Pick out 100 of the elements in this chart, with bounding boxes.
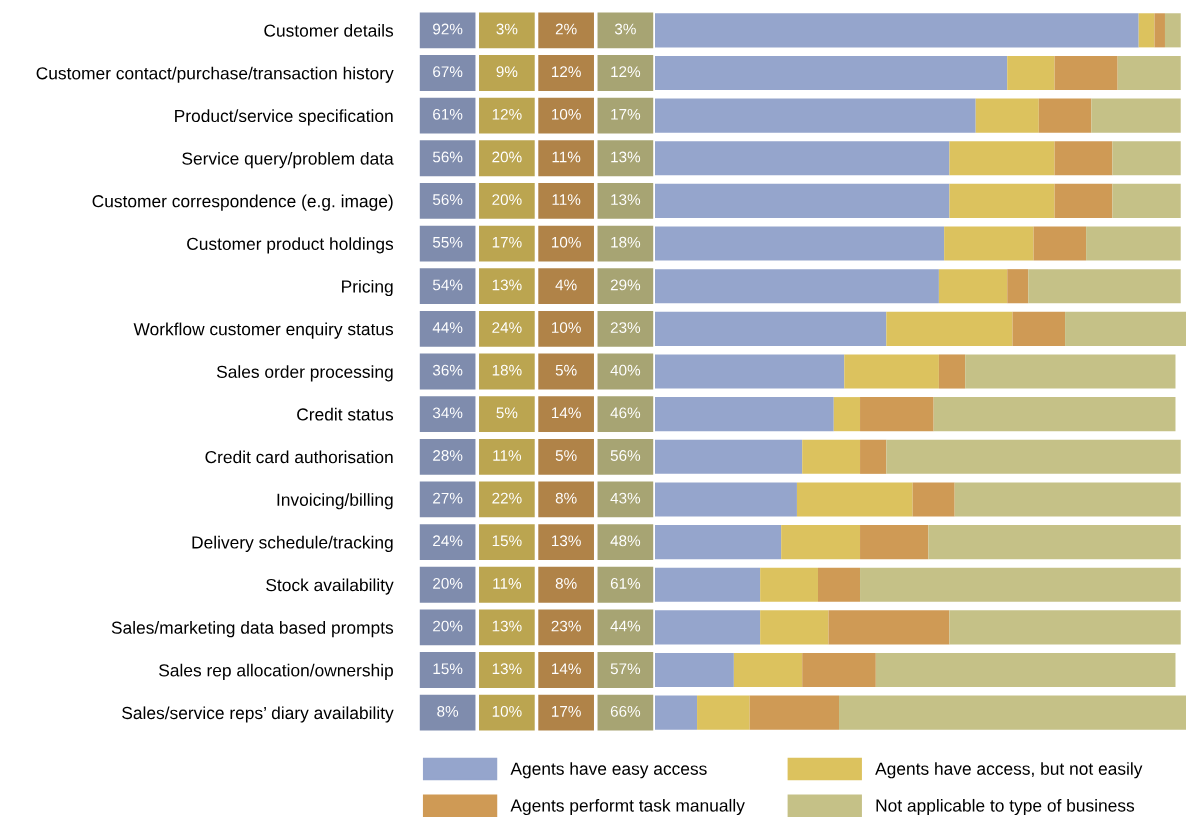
bar [1054, 55, 1118, 91]
bar [1038, 98, 1092, 133]
data-label: 92% [433, 23, 463, 35]
bar [817, 567, 861, 602]
data-label: 11% [493, 578, 522, 589]
data-label: 11% [493, 450, 522, 461]
data-label: 20% [492, 194, 522, 206]
bar [912, 482, 955, 517]
y-tick-label: Sales/service reps’ diary availability [122, 706, 394, 723]
bar [886, 311, 1013, 346]
data-label: 40% [610, 364, 641, 376]
bar [944, 226, 1034, 261]
legend-label: Agents performt task manually [510, 798, 745, 816]
data-label: 5% [555, 450, 577, 461]
data-label: 2% [555, 23, 577, 35]
data-label: 8% [437, 705, 459, 717]
data-label: 61% [433, 108, 463, 120]
data-label: 17% [552, 706, 581, 717]
y-tick-label: Workflow customer enquiry status [133, 322, 394, 339]
data-label: 17% [492, 236, 522, 248]
data-label: 13% [552, 535, 581, 547]
bar [975, 98, 1039, 133]
data-label: 28% [433, 450, 463, 461]
data-label: 44% [432, 322, 463, 333]
bar [875, 652, 1176, 688]
data-label: 14% [552, 663, 581, 675]
bar [1164, 13, 1181, 48]
y-tick-label: Customer details [264, 24, 394, 37]
bar [760, 567, 818, 602]
data-label: 43% [610, 492, 641, 504]
data-label: 17% [611, 108, 641, 120]
bar [1028, 269, 1181, 304]
y-tick-label: Credit card authorisation [205, 450, 393, 464]
y-tick-label: Sales/marketing data based prompts [111, 621, 394, 638]
bar [1054, 141, 1113, 176]
data-label: 14% [552, 407, 581, 419]
bar [938, 354, 966, 389]
data-label: 48% [610, 535, 641, 547]
bar [796, 482, 913, 517]
bar [802, 439, 861, 474]
data-label: 46% [610, 407, 641, 419]
data-label: 56% [610, 450, 641, 461]
bar [1117, 55, 1181, 91]
y-tick-label: Pricing [342, 279, 393, 297]
data-label: 24% [433, 535, 463, 547]
data-label: 23% [610, 322, 641, 333]
data-label: 22% [492, 492, 522, 504]
y-tick-label: Product/service specification [175, 109, 393, 126]
bar [860, 567, 1181, 602]
data-label: 9% [496, 66, 518, 78]
bar [949, 141, 1055, 176]
bar [1012, 311, 1066, 346]
data-label: 12% [611, 66, 641, 78]
data-label: 20% [433, 620, 463, 632]
legend-label: Agents have access, but not easily [875, 762, 1143, 779]
bar [1007, 55, 1055, 91]
data-label: 8% [555, 578, 577, 589]
data-label: 66% [610, 705, 641, 717]
data-label: 61% [610, 578, 641, 589]
data-label: 15% [433, 663, 463, 675]
bar [839, 695, 1186, 730]
data-label: 10% [552, 236, 581, 248]
data-label: 13% [611, 151, 641, 163]
data-label: 44% [610, 620, 641, 632]
data-label: 34% [432, 407, 463, 419]
data-label: 23% [551, 620, 581, 632]
y-tick-label: Customer contact/purchase/transaction history [36, 66, 394, 83]
data-label: 56% [432, 151, 463, 163]
data-label: 13% [492, 620, 522, 632]
data-label: 4% [555, 279, 577, 291]
bar [860, 397, 934, 432]
bar [1033, 226, 1087, 261]
data-label: 55% [432, 236, 463, 248]
data-label: 3% [614, 23, 636, 35]
data-label: 57% [610, 663, 641, 675]
data-label: 13% [492, 663, 522, 675]
data-label: 18% [611, 236, 641, 248]
bar [933, 397, 1176, 432]
y-tick-label: Stock availability [266, 578, 394, 595]
data-label: 13% [611, 194, 641, 206]
data-label: 10% [492, 705, 522, 717]
data-label: 56% [432, 194, 463, 206]
bar [1091, 98, 1181, 133]
legend-label: Not applicable to type of business [876, 798, 1135, 816]
bar [833, 397, 861, 432]
bar [844, 354, 939, 389]
bar [886, 439, 1181, 474]
bar [697, 695, 750, 730]
data-label: 12% [552, 66, 581, 78]
y-tick-label: Customer product holdings [187, 237, 394, 254]
data-label: 5% [555, 364, 577, 376]
y-tick-label: Sales order processing [216, 365, 393, 382]
data-label: 5% [496, 407, 518, 419]
data-label: 8% [555, 492, 577, 504]
bar [928, 525, 1181, 560]
bar [949, 610, 1181, 645]
data-label: 10% [552, 108, 581, 120]
bar [965, 354, 1176, 389]
data-label: 12% [492, 108, 522, 120]
bar [1154, 13, 1165, 48]
